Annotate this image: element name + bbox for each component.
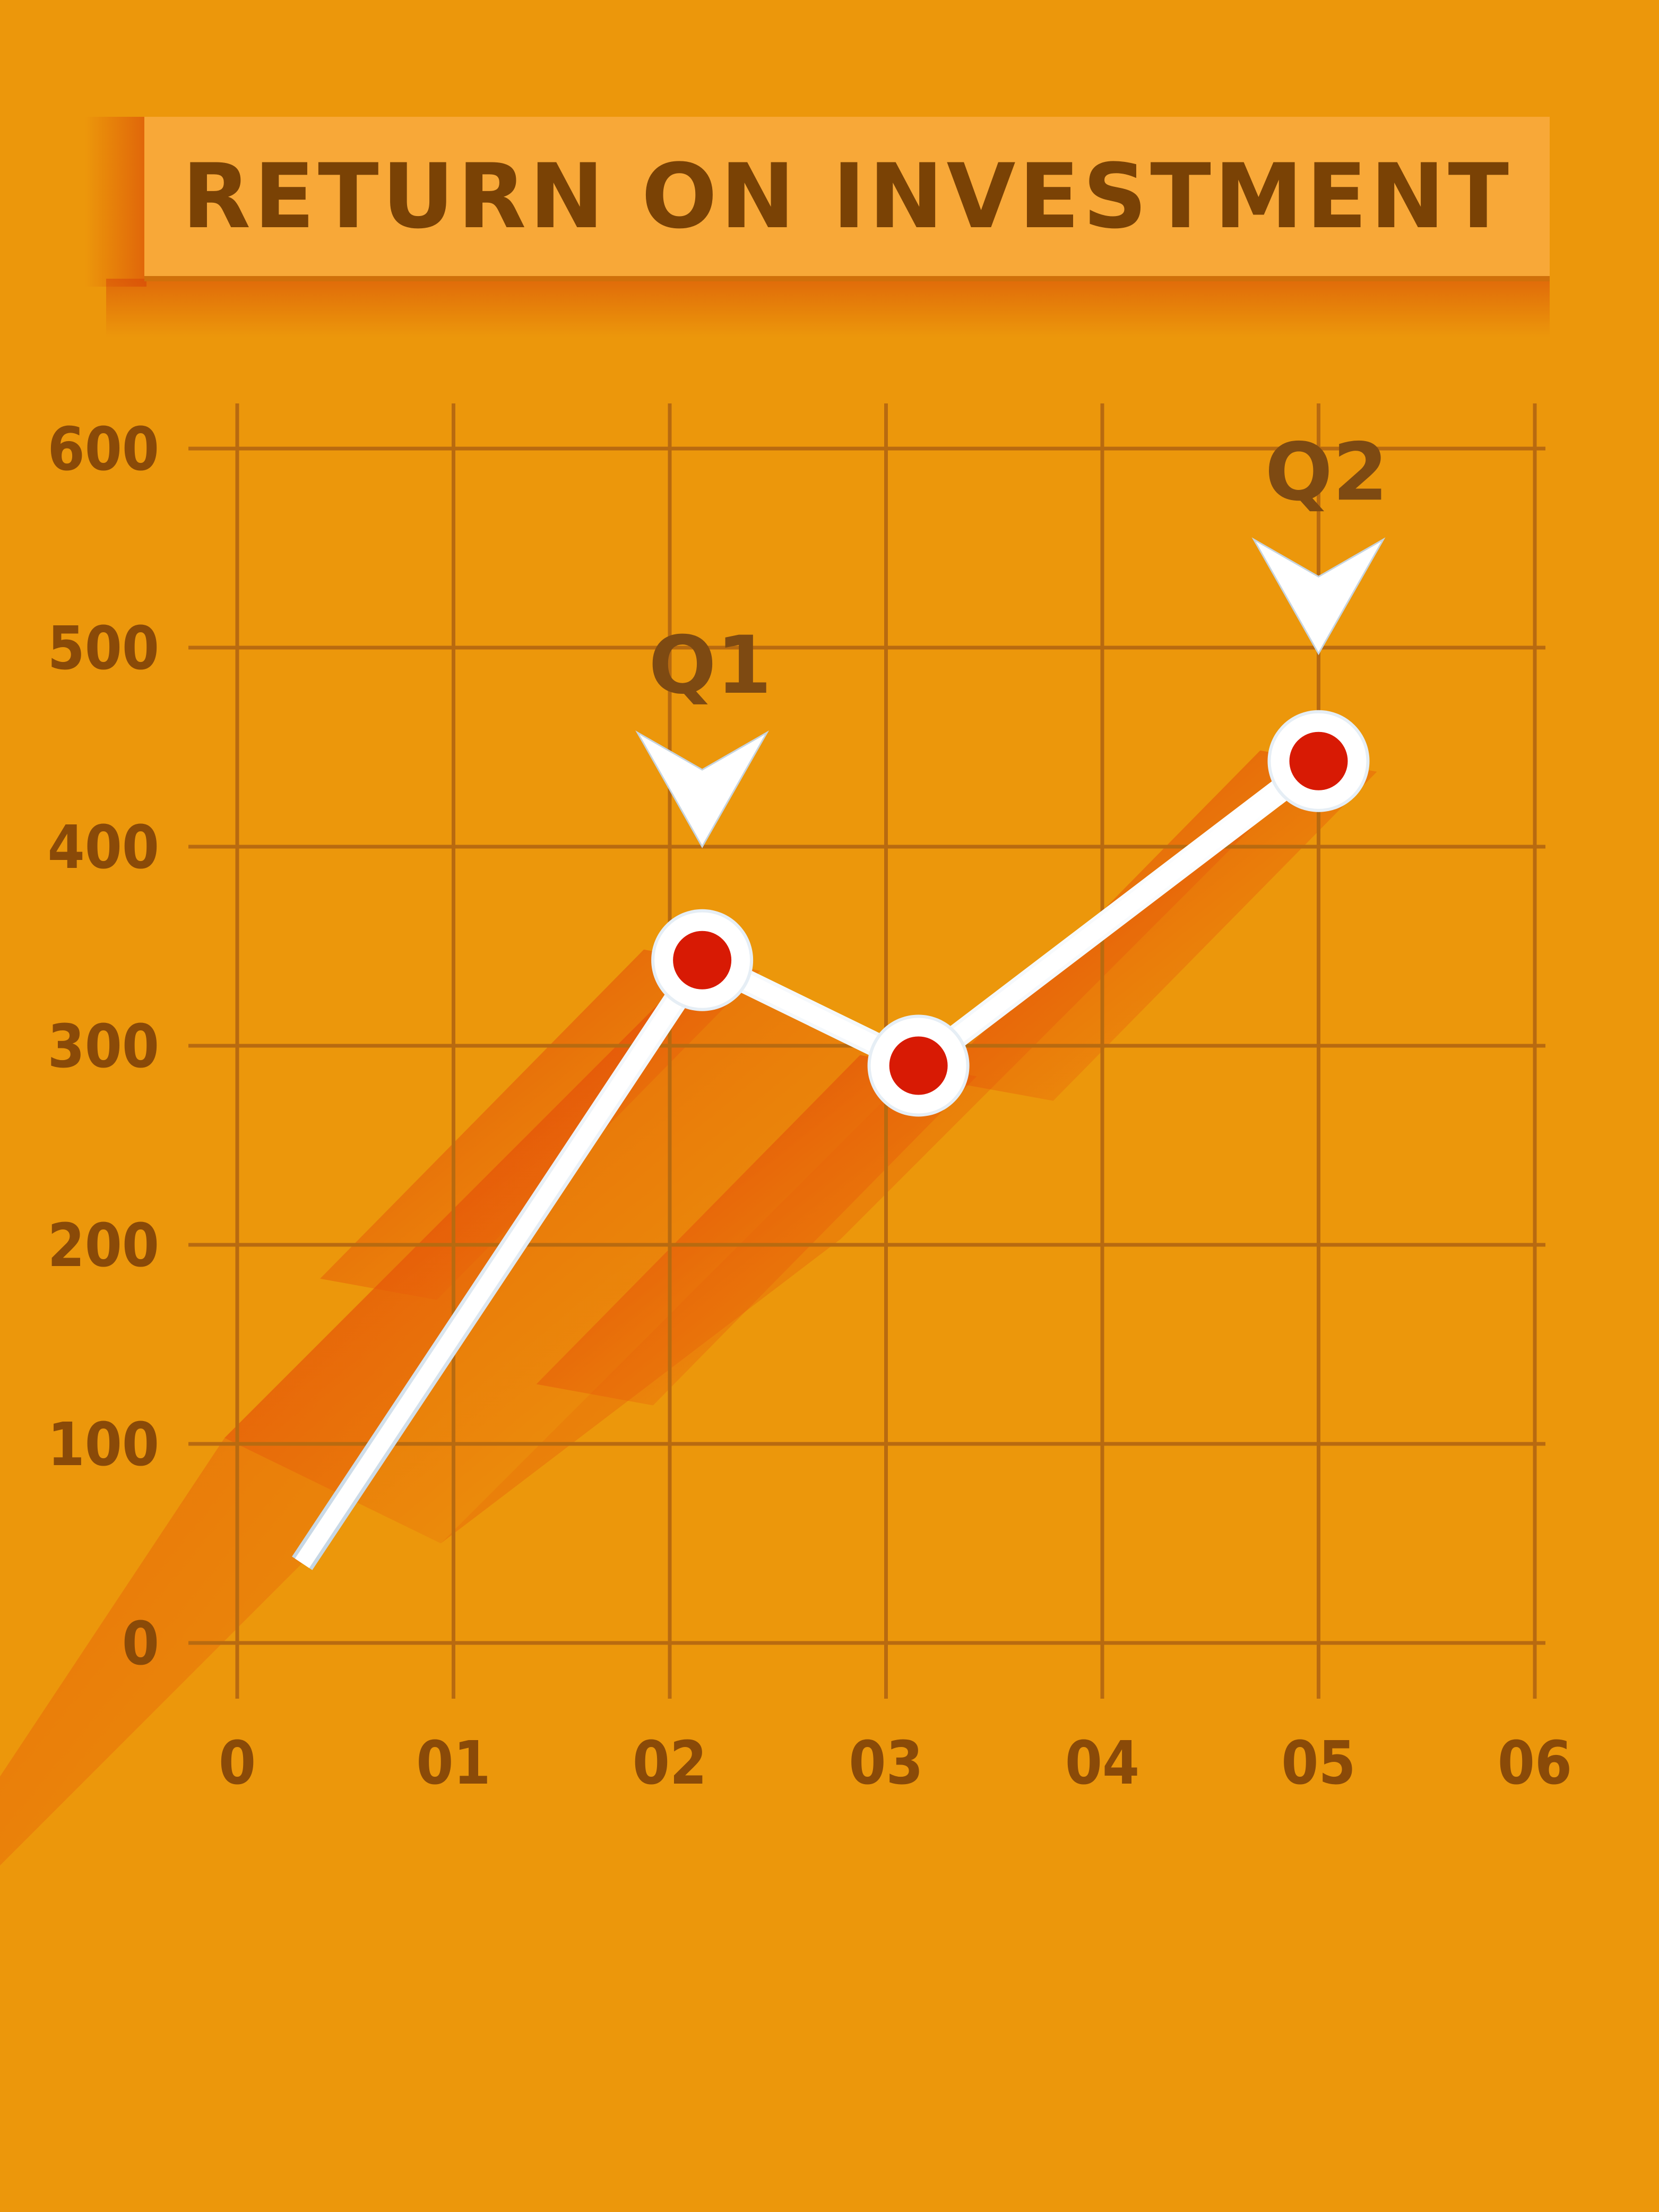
y-tick-label: 200	[48, 1211, 159, 1280]
markers	[651, 710, 1370, 1117]
banner-shadow-bottom	[106, 279, 1550, 337]
x-tick-label: 0	[219, 1729, 256, 1798]
annotation-label: Q1	[649, 619, 772, 712]
data-point	[1289, 731, 1348, 790]
shadow-layer	[0, 750, 1377, 1866]
annotation-label: Q2	[1265, 426, 1388, 519]
x-tick-label: 03	[849, 1729, 923, 1798]
x-tick-label: 04	[1065, 1729, 1139, 1798]
series-line-highlight	[295, 754, 1324, 1568]
x-tick-label: 05	[1281, 1729, 1355, 1798]
y-tick-label: 300	[48, 1012, 159, 1081]
annotation-arrow	[635, 730, 770, 849]
annotations: Q1 Q2	[635, 426, 1388, 849]
chart-title: RETURN ON INVESTMENT	[182, 144, 1513, 248]
y-tick-label: 0	[122, 1609, 159, 1679]
series	[292, 751, 1326, 1570]
annotation-arrow	[1251, 537, 1386, 656]
y-tick-label: 500	[48, 614, 159, 683]
y-tick-label: 600	[48, 415, 159, 484]
banner-shadow	[85, 117, 146, 287]
y-tick-label: 100	[48, 1410, 159, 1479]
marker-shadow	[536, 1055, 977, 1406]
x-tick-label: 02	[633, 1729, 707, 1798]
x-tick-label: 01	[416, 1729, 490, 1798]
marker-shadow	[936, 750, 1377, 1101]
axis-ticks: 0 100 200 300 400 500 600 0 01 02 03 04 05 06	[48, 415, 1572, 1798]
y-tick-label: 400	[48, 813, 159, 882]
data-point	[673, 931, 732, 989]
x-tick-label: 06	[1498, 1729, 1572, 1798]
title-banner: RETURN ON INVESTMENT	[144, 117, 1550, 281]
data-point	[889, 1036, 948, 1095]
